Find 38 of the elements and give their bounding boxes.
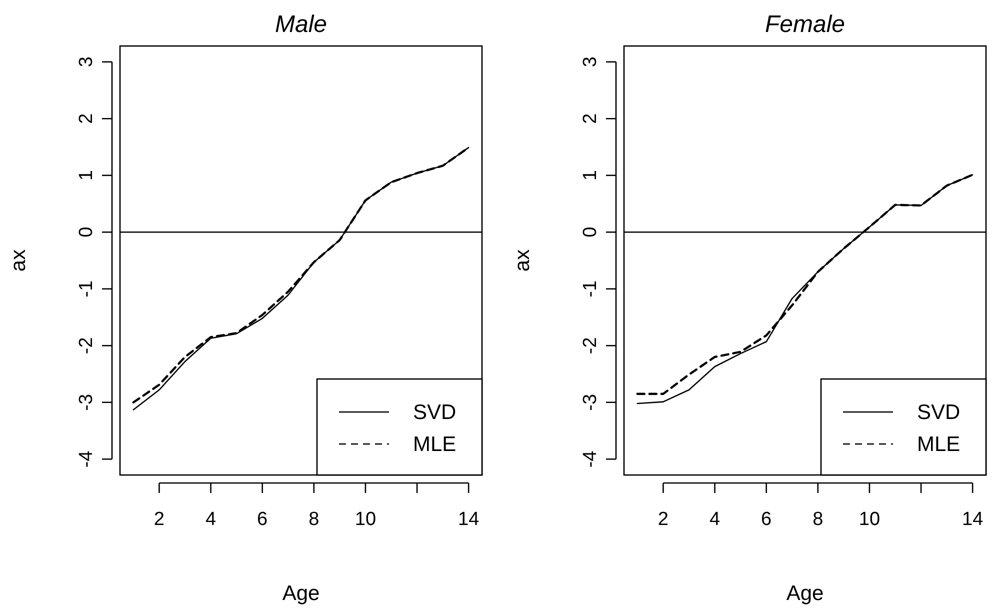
x-tick-label: 10 bbox=[858, 509, 880, 530]
x-tick-label: 4 bbox=[709, 509, 720, 530]
x-axis-title: Age bbox=[282, 582, 320, 605]
legend-label: SVD bbox=[917, 401, 960, 424]
x-tick-label: 4 bbox=[205, 509, 216, 530]
y-tick-label: -3 bbox=[580, 394, 601, 411]
legend-label: MLE bbox=[413, 433, 456, 456]
y-tick-label: 1 bbox=[580, 170, 601, 181]
y-axis-title: ax bbox=[511, 248, 534, 272]
x-axis-title: Age bbox=[786, 582, 824, 605]
y-tick-label: 2 bbox=[580, 113, 601, 124]
y-axis-title: ax bbox=[7, 248, 30, 272]
x-tick-label: 6 bbox=[257, 509, 268, 530]
y-tick-label: 2 bbox=[76, 113, 97, 124]
y-tick-label: -2 bbox=[580, 337, 601, 354]
legend-label: MLE bbox=[917, 433, 960, 456]
chart-title: Female bbox=[764, 11, 846, 38]
x-tick-label: 2 bbox=[154, 509, 164, 530]
y-tick-label: -3 bbox=[76, 394, 97, 411]
y-tick-label: 3 bbox=[580, 56, 601, 68]
x-tick-label: 14 bbox=[458, 509, 480, 530]
y-tick-label: 1 bbox=[76, 170, 97, 181]
x-tick-label: 8 bbox=[812, 509, 824, 530]
x-tick-label: 8 bbox=[308, 509, 320, 530]
y-tick-label: -4 bbox=[76, 450, 97, 468]
legend-label: SVD bbox=[413, 401, 456, 424]
x-tick-label: 6 bbox=[761, 509, 772, 530]
y-tick-label: -1 bbox=[580, 280, 601, 298]
y-tick-label: -2 bbox=[76, 337, 97, 354]
y-tick-label: -4 bbox=[580, 450, 601, 468]
chart-title: Male bbox=[274, 11, 328, 38]
x-tick-label: 2 bbox=[658, 509, 668, 530]
y-tick-label: -1 bbox=[76, 280, 97, 298]
x-tick-label: 10 bbox=[354, 509, 376, 530]
y-tick-label: 0 bbox=[580, 226, 601, 238]
x-tick-label: 14 bbox=[962, 509, 984, 530]
y-tick-label: 0 bbox=[76, 226, 97, 238]
y-tick-label: 3 bbox=[76, 56, 97, 68]
